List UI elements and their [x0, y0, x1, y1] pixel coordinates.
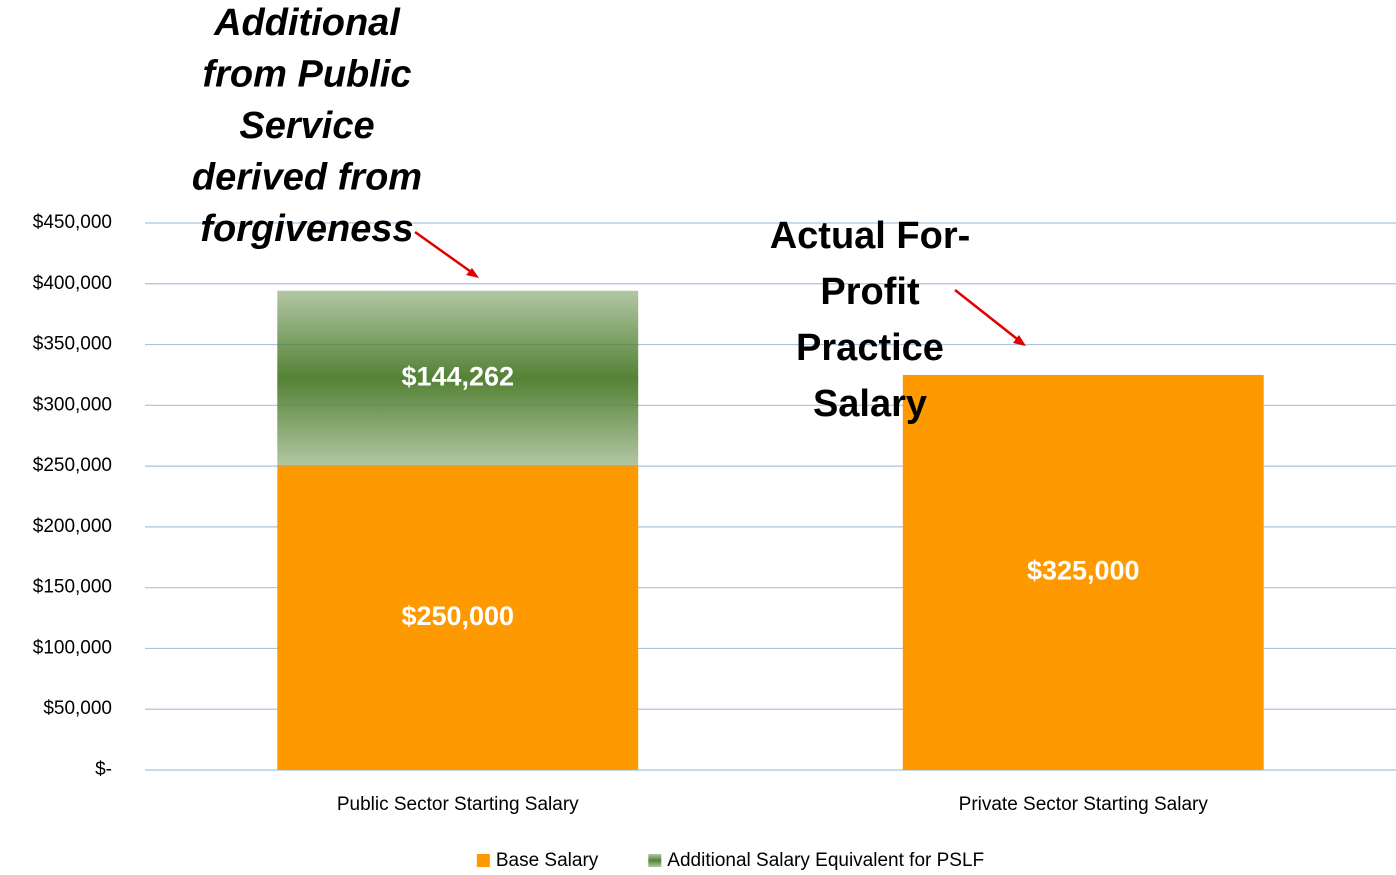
- annotation: Additional: [213, 2, 401, 44]
- y-tick-label: $350,000: [33, 334, 112, 355]
- bar: [277, 466, 639, 770]
- y-tick-label: $300,000: [33, 394, 112, 415]
- legend-label: Additional Salary Equivalent for PSLF: [667, 850, 984, 871]
- annotation: from Public: [202, 54, 411, 96]
- y-tick-label: $-: [95, 759, 112, 780]
- y-tick-label: $450,000: [33, 212, 112, 233]
- y-tick-label: $250,000: [33, 455, 112, 476]
- annotation: forgiveness: [200, 208, 413, 250]
- legend-label: Base Salary: [496, 850, 599, 871]
- arrow-head: [466, 268, 479, 278]
- arrow: [414, 230, 475, 276]
- annotation: Profit: [820, 271, 920, 313]
- bar: [902, 374, 1264, 770]
- y-tick-label: $100,000: [33, 637, 112, 658]
- x-tick-label: Public Sector Starting Salary: [337, 794, 579, 815]
- annotation: derived from: [192, 157, 422, 199]
- y-tick-label: $400,000: [33, 273, 112, 294]
- annotation: Salary: [813, 383, 927, 425]
- y-tick-label: $50,000: [43, 698, 112, 719]
- legend-swatch: [648, 854, 662, 867]
- plot: [145, 222, 1396, 771]
- y-tick-label: $150,000: [33, 577, 112, 598]
- annotation: Service: [239, 105, 374, 147]
- bar: [277, 290, 639, 467]
- arrow-head: [1013, 335, 1026, 346]
- annotation: Actual For-: [770, 215, 971, 257]
- y-tick-label: $200,000: [33, 516, 112, 537]
- value-label: $325,000: [1027, 556, 1140, 586]
- x-tick-label: Private Sector Starting Salary: [959, 794, 1209, 815]
- value-label: $250,000: [401, 601, 514, 631]
- arrow: [954, 289, 1022, 343]
- value-label: $144,262: [401, 362, 514, 392]
- annotation: Practice: [796, 327, 944, 369]
- legend-swatch: [476, 854, 490, 867]
